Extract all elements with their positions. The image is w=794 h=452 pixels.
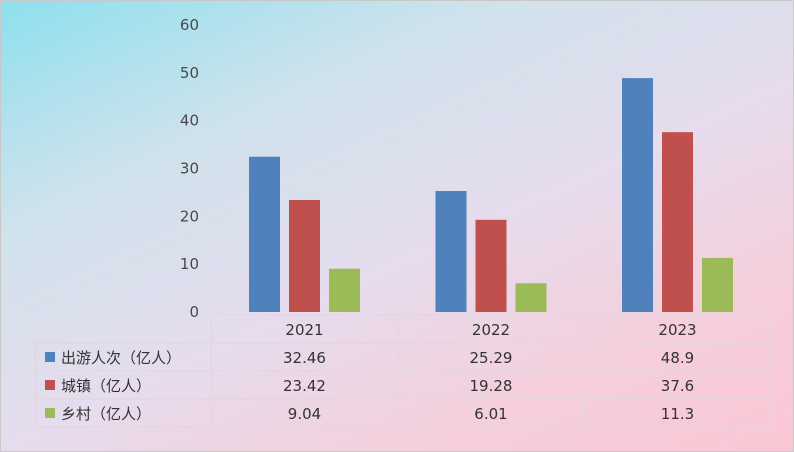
bar xyxy=(435,191,467,312)
y-tick-label: 10 xyxy=(180,255,199,273)
data-table-cell: 23.42 xyxy=(283,377,326,395)
data-table-cell: 11.3 xyxy=(661,405,694,423)
data-table-cell: 48.9 xyxy=(661,349,694,367)
legend-label: 乡村（亿人） xyxy=(61,405,151,423)
legend-key xyxy=(45,380,55,390)
data-table-cell: 6.01 xyxy=(474,405,507,423)
data-table-cell: 19.28 xyxy=(470,377,513,395)
data-table-cell: 25.29 xyxy=(470,349,513,367)
x-tick-label: 2021 xyxy=(285,321,323,339)
x-tick-label: 2023 xyxy=(658,321,696,339)
y-tick-label: 40 xyxy=(180,112,199,130)
bar xyxy=(249,156,280,312)
bar xyxy=(622,78,653,312)
bar xyxy=(662,132,693,312)
bar xyxy=(475,219,507,312)
legend-label: 城镇（亿人） xyxy=(61,377,151,395)
bar xyxy=(289,199,320,312)
bar xyxy=(702,257,733,312)
y-tick-label: 60 xyxy=(180,16,199,34)
y-tick-label: 50 xyxy=(180,64,199,82)
x-tick-label: 2022 xyxy=(472,321,510,339)
data-table-cell: 37.6 xyxy=(661,377,694,395)
legend-label: 出游人次（亿人） xyxy=(61,349,181,367)
y-tick-label: 0 xyxy=(189,303,199,321)
bar xyxy=(329,268,360,312)
y-tick-label: 20 xyxy=(180,207,199,225)
y-tick-label: 30 xyxy=(180,160,199,178)
data-table-cell: 9.04 xyxy=(288,405,321,423)
legend-key xyxy=(45,408,55,418)
bar xyxy=(515,283,547,312)
legend-key xyxy=(45,352,55,362)
data-table-cell: 32.46 xyxy=(283,349,326,367)
